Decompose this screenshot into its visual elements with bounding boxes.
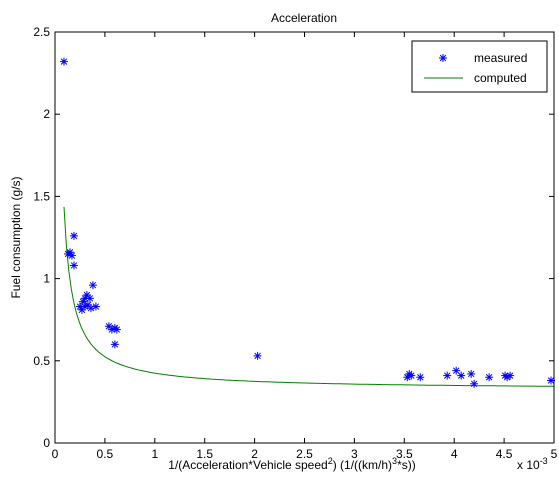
- x-tick-label: 2: [251, 447, 258, 461]
- measured-series-layer: [59, 57, 556, 388]
- measured-point: [470, 379, 479, 388]
- measured-point: [407, 371, 416, 380]
- x-axis-label-middle: ) (1/((km/h): [333, 458, 392, 472]
- x-axis-label-superscript-1: 2: [328, 456, 333, 466]
- x-tick-label: 5: [551, 447, 558, 461]
- x-axis-label: 1/(Acceleration*Vehicle speed2) (1/((km/…: [168, 456, 415, 472]
- axis-ticks: 0 0.5 1 1.5 2 2.5 3 3.5 4 4.5 5 0 0.5 1 1.5 2 2.5: [33, 25, 557, 461]
- measured-point: [467, 369, 476, 378]
- y-tick-label: 0: [43, 436, 50, 450]
- measured-point: [443, 371, 452, 380]
- x-tick-label: 4.5: [496, 447, 513, 461]
- x-tick-label: 0.5: [97, 447, 114, 461]
- plot-area: [55, 32, 554, 443]
- x-tick-label: 1.5: [196, 447, 213, 461]
- measured-point: [253, 351, 262, 360]
- x-tick-label: 0: [52, 447, 59, 461]
- legend-measured-asterisk: [439, 54, 447, 62]
- y-axis-label: Fuel consumption (g/s): [9, 176, 23, 298]
- measured-point: [485, 373, 494, 382]
- measured-point: [457, 371, 466, 380]
- x-tick-label: 3.5: [396, 447, 413, 461]
- measured-point: [67, 251, 76, 260]
- measured-point: [59, 57, 68, 66]
- legend-measured-label: measured: [474, 51, 527, 65]
- measured-point: [112, 325, 121, 334]
- y-tick-label: 0.5: [33, 354, 50, 368]
- x-axis-label-suffix: *s)): [397, 458, 416, 472]
- x-tick-label: 2.5: [296, 447, 313, 461]
- measured-point: [452, 366, 461, 375]
- x-axis-multiplier-exponent: -3: [540, 456, 548, 466]
- measured-point: [88, 281, 97, 290]
- legend-measured-marker: [439, 54, 447, 62]
- measured-point: [85, 294, 94, 303]
- legend: measured computed: [411, 40, 548, 93]
- measured-point: [110, 340, 119, 349]
- x-tick-label: 1: [151, 447, 158, 461]
- legend-box: [411, 40, 548, 93]
- x-axis-multiplier-base: x 10: [517, 458, 540, 472]
- measured-point: [506, 371, 515, 380]
- measured-point: [69, 231, 78, 240]
- measured-point: [69, 261, 78, 270]
- x-axis-multiplier: x 10-3: [517, 456, 548, 472]
- x-axis-label-prefix: 1/(Acceleration*Vehicle speed: [168, 458, 327, 472]
- y-tick-label: 1: [43, 272, 50, 286]
- x-tick-label: 4: [451, 447, 458, 461]
- legend-computed-label: computed: [474, 71, 527, 85]
- measured-point: [91, 302, 100, 311]
- measured-point: [416, 373, 425, 382]
- x-axis-label-superscript-2: 3: [392, 456, 397, 466]
- y-tick-label: 1.5: [33, 189, 50, 203]
- chart-title: Acceleration: [271, 11, 337, 25]
- y-tick-label: 2.5: [33, 25, 50, 39]
- y-tick-label: 2: [43, 107, 50, 121]
- x-tick-label: 3: [351, 447, 358, 461]
